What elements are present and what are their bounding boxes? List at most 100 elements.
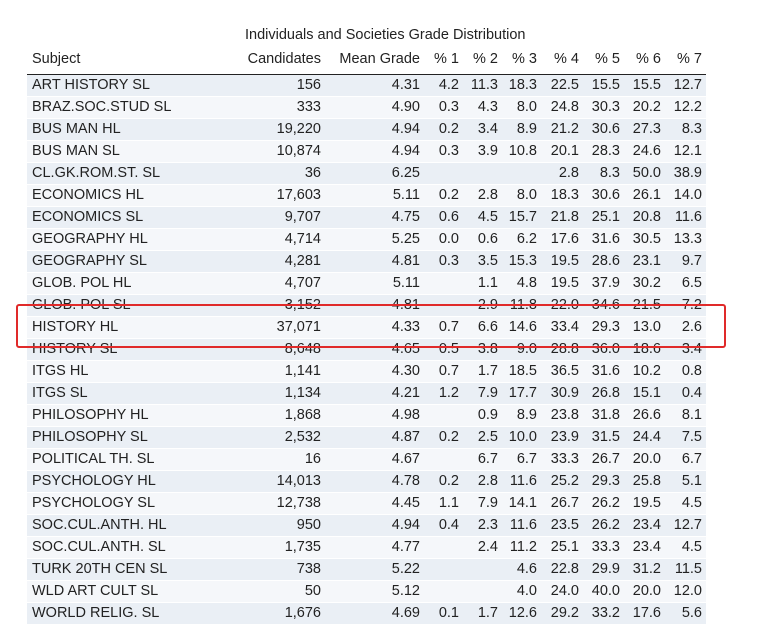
value-cell: 19.5: [632, 495, 661, 511]
value-cell: 0.3: [438, 99, 459, 115]
value-cell: 5.6: [681, 605, 702, 621]
table-row: BUS MAN HL 19,220 4.94 0.2 3.4 8.9 21.2 30.6 27.…: [27, 118, 706, 141]
subject-cell: SOC.CUL.ANTH. HL: [32, 517, 167, 533]
value-cell: [463, 581, 502, 603]
subject-cell: GLOB. POL SL: [32, 297, 131, 313]
value-cell: 4.77: [391, 539, 420, 555]
value-cell: 38.9: [673, 165, 702, 181]
value-cell: 2.3: [477, 517, 498, 533]
value-cell: 28.8: [550, 341, 579, 357]
value-cell: 26.1: [632, 187, 661, 203]
value-cell: 17.7: [508, 385, 537, 401]
value-cell: 31.2: [632, 561, 661, 577]
value-cell: 12.6: [508, 605, 537, 621]
value-cell: 4.94: [391, 143, 420, 159]
table-row: GEOGRAPHY HL 4,714 5.25 0.0 0.6 6.2 17.6 31.6 30…: [27, 228, 706, 251]
value-cell: 24.6: [632, 143, 661, 159]
value-cell: 28.6: [591, 253, 620, 269]
value-cell: 156: [296, 77, 321, 93]
value-cell: 3.9: [477, 143, 498, 159]
column-header: % 7: [677, 51, 702, 67]
value-cell: 8.0: [516, 187, 537, 203]
value-cell: 0.4: [438, 517, 459, 533]
value-cell: 1,141: [284, 363, 321, 379]
value-cell: 9.7: [681, 253, 702, 269]
table-row: ITGS HL 1,141 4.30 0.7 1.7 18.5 36.5 31.6 10.2 0.…: [27, 360, 706, 383]
value-cell: 7.5: [681, 429, 702, 445]
value-cell: 2.8: [477, 473, 498, 489]
table-row: SOC.CUL.ANTH. SL 1,735 4.77 2.4 11.2 25.1 33.3…: [27, 536, 706, 559]
value-cell: 30.9: [550, 385, 579, 401]
value-cell: 0.8: [681, 363, 702, 379]
value-cell: 4.21: [391, 385, 420, 401]
value-cell: 31.8: [591, 407, 620, 423]
value-cell: 2.5: [477, 429, 498, 445]
value-cell: 33.3: [550, 451, 579, 467]
value-cell: 29.3: [591, 473, 620, 489]
column-header: Subject: [32, 51, 81, 67]
subject-cell: BUS MAN SL: [32, 143, 120, 159]
value-cell: 20.2: [632, 99, 661, 115]
table-row: PHILOSOPHY HL 1,868 4.98 0.9 8.9 23.8 31.8 26.6…: [27, 404, 706, 427]
value-cell: 6.5: [681, 275, 702, 291]
value-cell: 4.81: [391, 297, 420, 313]
value-cell: 4.33: [391, 319, 420, 335]
value-cell: 14.0: [673, 187, 702, 203]
value-cell: 17.6: [632, 605, 661, 621]
value-cell: 23.5: [550, 517, 579, 533]
value-cell: 33.2: [591, 605, 620, 621]
subject-cell: PSYCHOLOGY HL: [32, 473, 156, 489]
value-cell: [424, 295, 463, 317]
subject-cell: PSYCHOLOGY SL: [32, 495, 156, 511]
value-cell: 50: [304, 583, 321, 599]
table-body: ART HISTORY SL 156 4.31 4.2 11.3 18.3 22.5 15.5…: [27, 74, 706, 625]
value-cell: 16: [304, 451, 321, 467]
value-cell: 30.3: [591, 99, 620, 115]
value-cell: 4.5: [477, 209, 498, 225]
value-cell: 0.5: [438, 341, 459, 357]
value-cell: 1.7: [477, 363, 498, 379]
value-cell: 15.3: [508, 253, 537, 269]
value-cell: 37.9: [591, 275, 620, 291]
value-cell: 10.8: [508, 143, 537, 159]
value-cell: 5.22: [391, 561, 420, 577]
subject-cell: ECONOMICS SL: [32, 209, 144, 225]
value-cell: 8.3: [681, 121, 702, 137]
value-cell: 2.8: [477, 187, 498, 203]
value-cell: 19,220: [276, 121, 321, 137]
value-cell: 36.5: [550, 363, 579, 379]
value-cell: 0.6: [438, 209, 459, 225]
value-cell: 17.6: [550, 231, 579, 247]
value-cell: 20.1: [550, 143, 579, 159]
value-cell: 6.25: [391, 165, 420, 181]
value-cell: 8.3: [599, 165, 620, 181]
table-row: PSYCHOLOGY HL 14,013 4.78 0.2 2.8 11.6 25.2 29.…: [27, 470, 706, 493]
value-cell: 24.8: [550, 99, 579, 115]
value-cell: 22.8: [550, 561, 579, 577]
value-cell: 0.6: [477, 231, 498, 247]
subject-cell: POLITICAL TH. SL: [32, 451, 155, 467]
value-cell: 17,603: [276, 187, 321, 203]
value-cell: 3.8: [477, 341, 498, 357]
value-cell: 6.6: [477, 319, 498, 335]
value-cell: 2.4: [477, 539, 498, 555]
subject-cell: BUS MAN HL: [32, 121, 121, 137]
value-cell: 15.5: [632, 77, 661, 93]
value-cell: [463, 559, 502, 581]
value-cell: 8.0: [516, 99, 537, 115]
value-cell: 15.5: [591, 77, 620, 93]
value-cell: 4.81: [391, 253, 420, 269]
value-cell: 4.30: [391, 363, 420, 379]
value-cell: 9,707: [284, 209, 321, 225]
value-cell: 0.9: [477, 407, 498, 423]
value-cell: 20.8: [632, 209, 661, 225]
value-cell: 26.7: [550, 495, 579, 511]
value-cell: 0.3: [438, 253, 459, 269]
column-header: % 1: [434, 51, 459, 67]
value-cell: 25.1: [591, 209, 620, 225]
value-cell: 25.2: [550, 473, 579, 489]
value-cell: 11.6: [674, 209, 702, 225]
table-row: POLITICAL TH. SL 16 4.67 6.7 6.7 33.3 26.7 20.0…: [27, 448, 706, 471]
value-cell: 6.7: [477, 451, 498, 467]
table-row: ECONOMICS HL 17,603 5.11 0.2 2.8 8.0 18.3 30.6 2…: [27, 184, 706, 207]
